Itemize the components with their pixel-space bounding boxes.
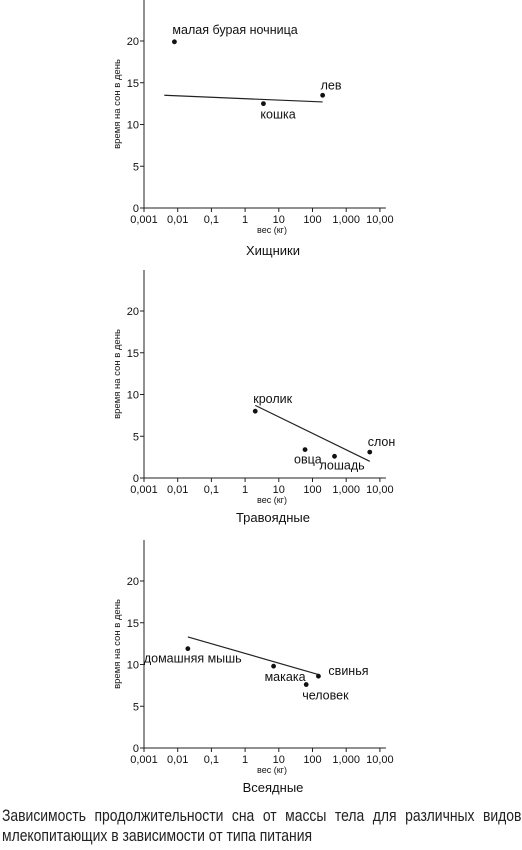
y-tick-label: 20 — [127, 36, 139, 48]
trend-line — [187, 636, 319, 676]
y-axis-label: время на сон в день — [112, 59, 123, 149]
data-label: лев — [321, 78, 342, 92]
y-tick-label: 10 — [127, 390, 139, 402]
y-tick-label: 15 — [127, 618, 139, 630]
x-tick-label: 0,001 — [130, 484, 158, 496]
y-tick-label: 10 — [127, 660, 139, 672]
figure-caption: Зависимость продолжительности сна от мас… — [2, 806, 521, 846]
data-point — [367, 449, 373, 455]
x-tick-label: 0,1 — [204, 484, 219, 496]
chart-title: Всеядные — [243, 780, 304, 795]
y-tick-label: 5 — [133, 431, 139, 443]
data-point — [261, 101, 266, 107]
data-label: слон — [368, 435, 396, 449]
x-tick-label: 10,00 — [366, 484, 394, 496]
x-axis-label: вес (кг) — [257, 495, 287, 505]
y-axis-label: время на сон в день — [112, 599, 123, 689]
caption-line-1: Зависимость продолжительности сна от мас… — [2, 807, 522, 825]
data-label: лошадь — [320, 458, 365, 472]
data-point — [252, 408, 258, 414]
x-tick-label: 0,01 — [167, 214, 188, 226]
x-tick-label: 0,001 — [130, 214, 158, 226]
y-tick-label: 0 — [133, 203, 139, 215]
data-point — [303, 682, 309, 687]
data-point — [172, 39, 177, 45]
data-point — [316, 673, 321, 679]
data-label: макака — [265, 670, 306, 684]
data-label: свинья — [328, 664, 368, 678]
y-tick-label: 15 — [127, 78, 139, 90]
x-tick-label: 100 — [303, 484, 321, 496]
trend-line — [254, 404, 371, 462]
x-tick-label: 10 — [273, 484, 285, 496]
x-tick-label: 1 — [242, 214, 248, 226]
x-tick-label: 1,000 — [332, 754, 360, 766]
data-point — [320, 92, 326, 98]
y-axis-label: время на сон в день — [112, 329, 123, 419]
y-tick-label: 0 — [133, 743, 139, 755]
x-tick-label: 10,00 — [366, 754, 394, 766]
x-tick-label: 1 — [242, 754, 248, 766]
caption-line-2: млекопитающих в зависимости от типа пита… — [2, 827, 313, 845]
data-label: овца — [294, 453, 322, 467]
x-tick-label: 10 — [273, 754, 285, 766]
x-tick-label: 0,1 — [204, 754, 219, 766]
x-tick-label: 0,001 — [130, 754, 158, 766]
data-point — [185, 646, 191, 652]
x-axis-label: вес (кг) — [257, 765, 287, 775]
x-tick-label: 0,01 — [167, 754, 188, 766]
data-label: человек — [302, 689, 349, 703]
data-label: домашняя мышь — [144, 652, 242, 666]
x-tick-label: 10 — [273, 214, 285, 226]
data-point — [302, 447, 308, 453]
x-tick-label: 10,00 — [366, 214, 394, 226]
y-tick-label: 5 — [133, 701, 139, 713]
data-label: кошка — [260, 108, 295, 122]
data-label: кролик — [253, 392, 292, 406]
y-tick-label: 0 — [133, 473, 139, 485]
y-tick-label: 20 — [127, 576, 139, 588]
chart-title: Хищники — [246, 243, 300, 258]
x-tick-label: 0,1 — [204, 214, 219, 226]
trend-line — [164, 94, 323, 103]
chart-title: Травоядные — [236, 510, 310, 525]
y-tick-label: 15 — [127, 348, 139, 360]
data-point — [271, 663, 276, 669]
x-axis-label: вес (кг) — [257, 225, 287, 235]
y-tick-label: 5 — [133, 161, 139, 173]
y-tick-label: 10 — [127, 120, 139, 132]
data-point — [332, 453, 337, 459]
x-tick-label: 0,01 — [167, 484, 188, 496]
y-tick-label: 20 — [127, 306, 139, 318]
x-tick-label: 1 — [242, 484, 248, 496]
x-tick-label: 100 — [303, 754, 321, 766]
x-tick-label: 100 — [303, 214, 321, 226]
x-tick-label: 1,000 — [332, 484, 360, 496]
x-tick-label: 1,000 — [332, 214, 360, 226]
data-label: малая бурая ночница — [172, 23, 297, 37]
